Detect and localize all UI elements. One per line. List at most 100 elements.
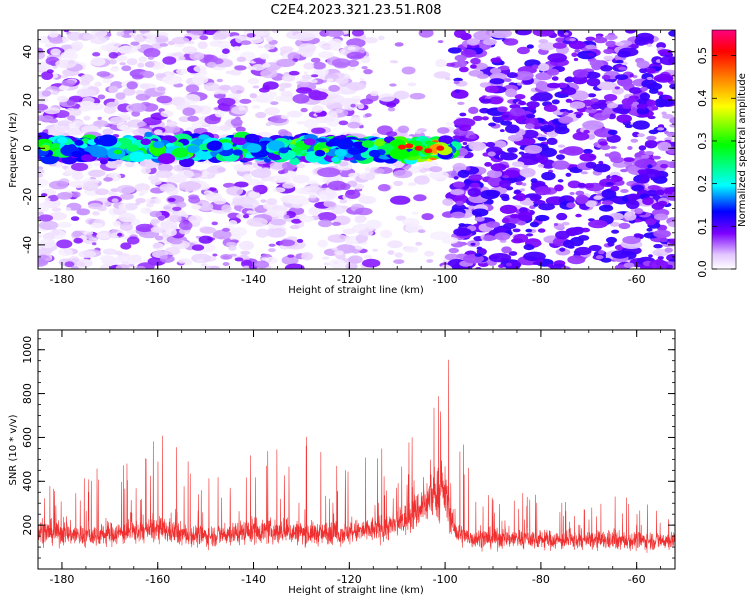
spectrogram-noise-blob	[165, 72, 172, 77]
spectrogram-noise-blob	[338, 120, 349, 126]
spectrogram-noise-blob	[456, 59, 468, 68]
spectrogram-noise-blob	[587, 52, 595, 57]
spectrogram-noise-blob	[499, 179, 511, 189]
spectrogram-noise-blob	[135, 223, 155, 233]
spectrogram-noise-blob	[279, 239, 296, 247]
spectrogram-noise-blob	[395, 215, 407, 221]
spectrogram-noise-blob	[458, 223, 466, 227]
spectrogram-noise-blob	[238, 106, 246, 111]
spectrogram-noise-blob	[393, 90, 410, 100]
spectrogram-noise-blob	[640, 86, 648, 92]
spectrogram-noise-blob	[79, 100, 95, 109]
spectrogram-signal-blob	[152, 141, 165, 149]
spectrogram-noise-blob	[532, 261, 540, 265]
snr-y-tick-label: 1000	[21, 336, 34, 364]
spectrogram-noise-blob	[525, 123, 535, 130]
spectrogram-noise-blob	[69, 122, 76, 128]
spectrogram-y-tick-label: 0	[21, 145, 34, 152]
spectrogram-noise-blob	[587, 93, 597, 98]
spectrogram-noise-blob	[588, 219, 608, 229]
spectrogram-noise-blob	[116, 31, 125, 37]
spectrogram-noise-blob	[389, 83, 397, 87]
spectrogram-noise-blob	[656, 42, 667, 49]
spectrogram-noise-blob	[611, 229, 620, 234]
spectrogram-noise-blob	[212, 253, 218, 257]
spectrogram-noise-blob	[197, 41, 208, 49]
spectrogram-noise-blob	[537, 155, 549, 164]
spectrogram-noise-blob	[301, 74, 313, 80]
spectrogram-noise-blob	[252, 85, 260, 89]
spectrogram-noise-blob	[587, 106, 593, 111]
spectrogram-noise-blob	[554, 184, 564, 192]
spectrogram-noise-blob	[565, 172, 572, 177]
spectrogram-noise-blob	[514, 30, 532, 36]
spectrogram-noise-blob	[129, 103, 147, 113]
spectrogram-noise-blob	[38, 234, 43, 239]
spectrogram-noise-blob	[226, 186, 244, 196]
snr-x-tick-label: -140	[241, 573, 266, 586]
spectrogram-noise-blob	[595, 35, 602, 39]
spectrogram-noise-blob	[92, 211, 100, 216]
spectrogram-noise-blob	[44, 107, 61, 115]
spectrogram-noise-blob	[327, 117, 336, 122]
spectrogram-signal-blob	[347, 147, 361, 155]
spectrogram-noise-blob	[334, 250, 344, 256]
spectrogram-hotspot	[405, 143, 414, 149]
spectrogram-noise-blob	[523, 251, 546, 262]
spectrogram-noise-blob	[182, 107, 196, 116]
spectrogram-noise-blob	[69, 180, 87, 189]
spectrogram-noise-blob	[292, 93, 310, 104]
spectrogram-signal-blob	[246, 143, 262, 153]
spectrogram-noise-blob	[278, 129, 289, 136]
spectrogram-noise-blob	[270, 101, 279, 105]
spectrogram-x-tick-label: -60	[628, 273, 646, 286]
spectrogram-noise-blob	[363, 69, 373, 75]
spectrogram-noise-blob	[397, 125, 410, 134]
spectrogram-noise-blob	[387, 240, 403, 249]
spectrogram-noise-blob	[471, 208, 489, 217]
spectrogram-x-ticks: -180 -160 -140 -120 -100 -80 -60	[37, 30, 662, 286]
spectrogram-noise-blob	[255, 111, 267, 119]
spectrogram-signal-blob	[143, 153, 153, 160]
spectrogram-noise-blob	[224, 121, 232, 126]
spectrogram-noise-blob	[166, 120, 178, 128]
spectrogram-noise-blob	[55, 59, 77, 69]
spectrogram-noise-blob	[44, 197, 51, 201]
spectrogram-noise-blob	[453, 117, 476, 128]
spectrogram-noise-blob	[501, 246, 512, 254]
spectrogram-noise-blob	[660, 163, 668, 169]
spectrogram-hotspot	[398, 144, 406, 150]
spectrogram-noise-blob	[575, 190, 585, 196]
spectrogram-noise-blob	[653, 229, 671, 238]
spectrogram-noise-blob	[257, 45, 264, 49]
spectrogram-noise-blob	[326, 94, 345, 103]
spectrogram-noise-blob	[162, 56, 177, 65]
spectrogram-noise-blob	[118, 212, 136, 223]
spectrogram-noise-blob	[286, 110, 303, 118]
spectrogram-noise-blob	[172, 206, 182, 211]
spectrogram-noise-blob	[487, 176, 503, 187]
spectrogram-noise-blob	[310, 79, 318, 84]
spectrogram-noise-blob	[160, 220, 178, 230]
snr-series-line	[38, 359, 675, 553]
spectrogram-noise-blob	[407, 182, 417, 187]
spectrogram-noise-blob	[630, 138, 639, 143]
spectrogram-noise-blob	[358, 229, 374, 237]
spectrogram-noise-blob	[97, 116, 102, 120]
spectrogram-noise-blob	[211, 221, 218, 226]
spectrogram-noise-blob	[234, 181, 249, 188]
spectrogram-noise-blob	[317, 212, 337, 222]
spectrogram-noise-blob	[264, 107, 281, 116]
spectrogram-signal-blob	[179, 157, 195, 168]
spectrogram-noise-blob	[489, 78, 505, 85]
spectrogram-noise-blob	[574, 246, 592, 256]
spectrogram-noise-blob	[163, 206, 171, 210]
spectrogram-noise-blob	[139, 83, 150, 89]
spectrogram-noise-blob	[318, 219, 333, 228]
spectrogram-noise-blob	[525, 228, 533, 233]
spectrogram-noise-blob	[221, 204, 232, 212]
spectrogram-noise-blob	[92, 52, 101, 57]
spectrogram-noise-blob	[644, 139, 658, 149]
spectrogram-noise-blob	[90, 30, 108, 38]
spectrogram-noise-blob	[63, 125, 70, 131]
